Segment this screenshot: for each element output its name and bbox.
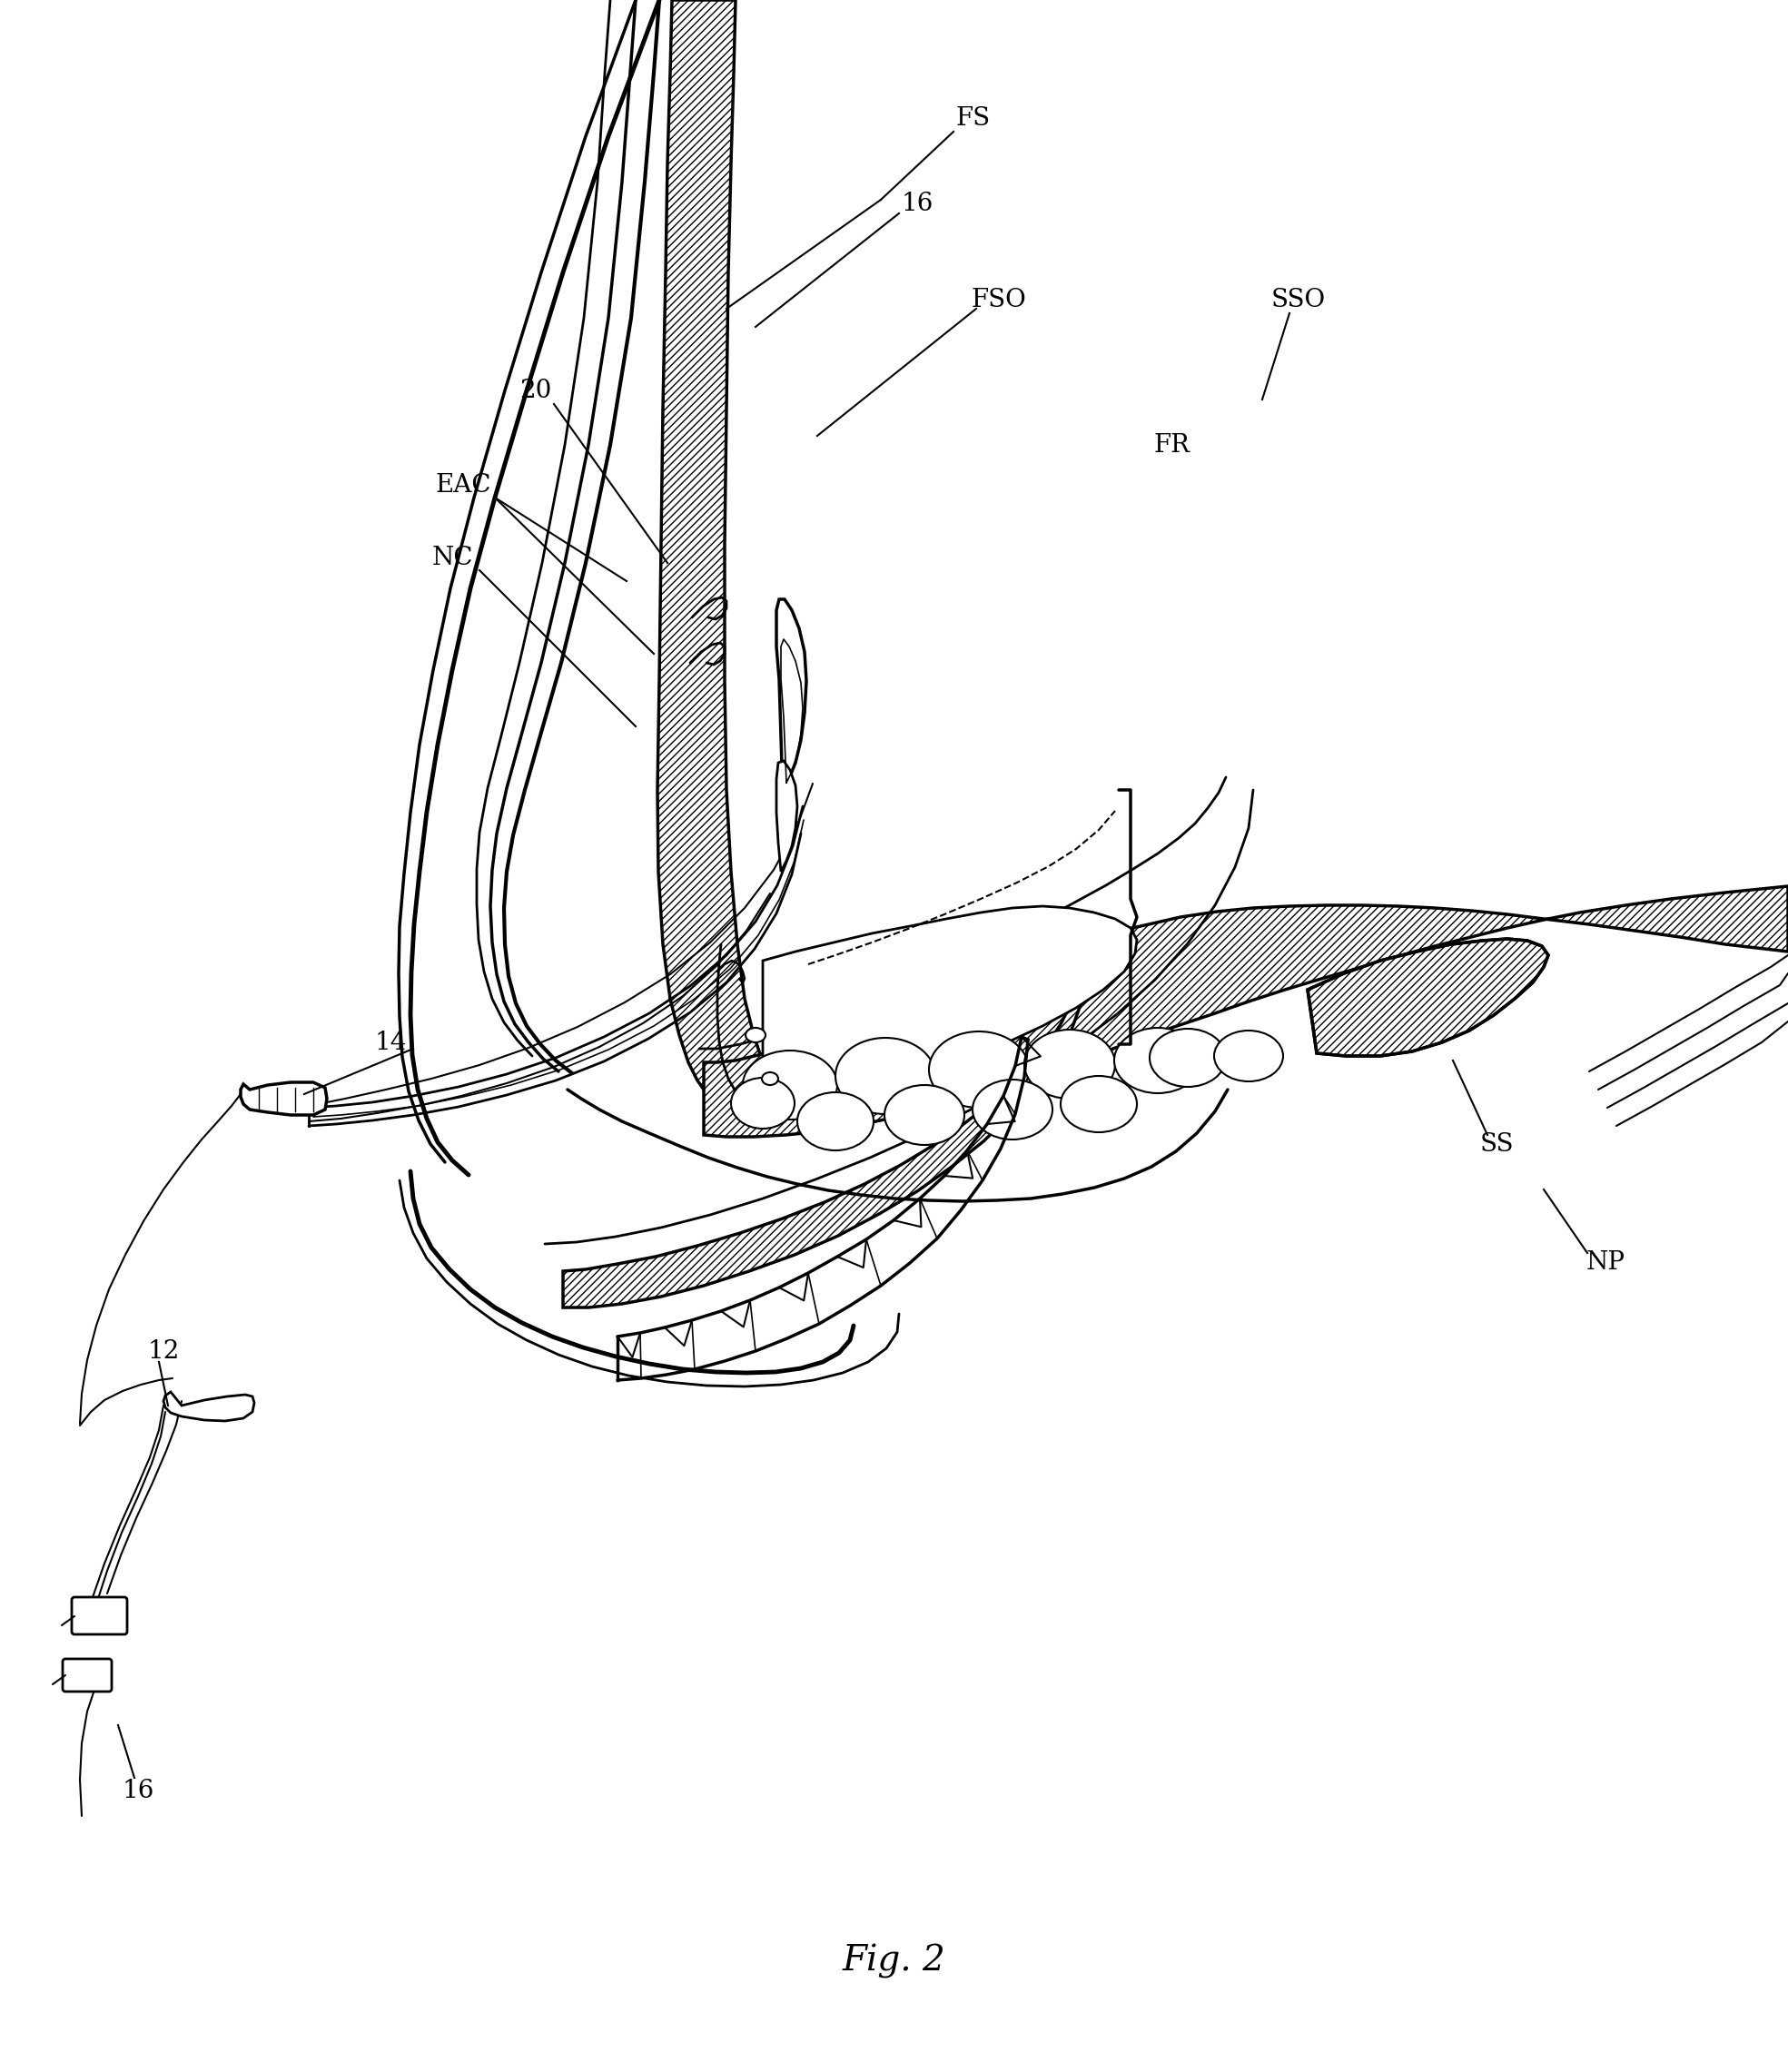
Polygon shape [563,943,1089,1307]
Polygon shape [658,0,780,1090]
Polygon shape [241,1082,327,1115]
Polygon shape [704,887,1788,1138]
Ellipse shape [835,1038,935,1115]
Ellipse shape [1060,1075,1137,1131]
Ellipse shape [1025,1030,1116,1098]
Ellipse shape [1150,1028,1227,1088]
Ellipse shape [1114,1028,1202,1094]
Text: NP: NP [1586,1249,1625,1274]
Ellipse shape [973,1080,1053,1140]
Text: 16: 16 [901,193,933,218]
Ellipse shape [762,1073,778,1086]
Polygon shape [1307,939,1548,1057]
Text: Fig. 2: Fig. 2 [842,1944,946,1979]
Polygon shape [763,905,1137,1113]
Text: FR: FR [1153,433,1189,458]
Text: 12: 12 [147,1339,179,1363]
Polygon shape [163,1392,254,1421]
Ellipse shape [797,1092,874,1150]
Text: 20: 20 [520,379,552,402]
Ellipse shape [1214,1030,1284,1082]
Ellipse shape [746,1028,765,1042]
Polygon shape [776,599,806,794]
Text: 16: 16 [122,1778,154,1803]
Ellipse shape [742,1051,837,1119]
Ellipse shape [885,1086,964,1146]
Text: FSO: FSO [971,288,1026,313]
Text: NC: NC [431,547,472,570]
Text: EAC: EAC [434,474,492,497]
Text: FS: FS [957,106,991,131]
Text: 14: 14 [374,1030,406,1055]
Ellipse shape [930,1032,1028,1109]
Ellipse shape [731,1077,794,1129]
Polygon shape [776,760,797,872]
Text: SS: SS [1479,1131,1513,1156]
FancyBboxPatch shape [72,1598,127,1635]
Text: SSO: SSO [1271,288,1327,313]
FancyBboxPatch shape [63,1660,111,1691]
